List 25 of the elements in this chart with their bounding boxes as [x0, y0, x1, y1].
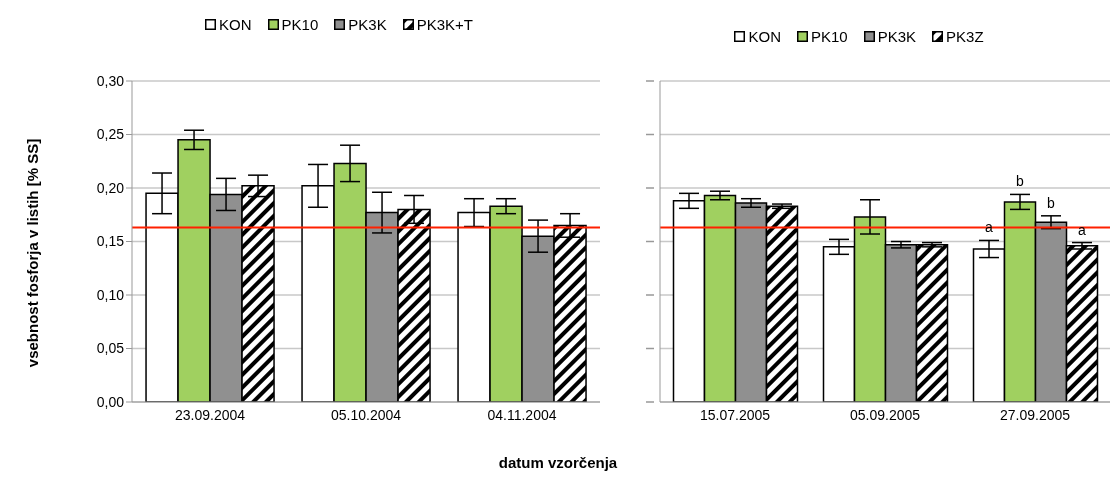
x-tick-label: 05.10.2004	[330, 406, 402, 423]
y-tick-label: 0,30	[96, 72, 125, 89]
x-tick-label: 27.09.2005	[999, 406, 1071, 423]
legend-label: PK3K	[876, 28, 917, 45]
legend-label: KON	[218, 16, 252, 33]
x-tick-label: 15.07.2005	[699, 406, 771, 423]
y-axis-title: vsebnost fosforja v listih [% SS]	[23, 138, 41, 368]
legend-label: KON	[747, 28, 781, 45]
y-tick-label: 0,20	[96, 179, 125, 196]
legend-label: PK10	[280, 16, 319, 33]
annotation: b	[1016, 173, 1025, 190]
x-tick-label: 04.11.2004	[487, 406, 557, 423]
y-tick-label: 0,05	[96, 340, 125, 357]
legend-label: PK3K+T	[415, 16, 473, 33]
y-tick-label: 0,15	[96, 233, 125, 250]
y-tick-label: 0,00	[96, 393, 125, 410]
legend-label: PK10	[809, 28, 848, 45]
x-axis-title: datum vzorčenja	[497, 454, 619, 471]
x-tick-label: 23.09.2004	[174, 406, 246, 423]
annotation: b	[1047, 194, 1056, 211]
y-tick-label: 0,25	[96, 126, 125, 143]
legend-label: PK3K	[347, 16, 387, 33]
y-tick-label: 0,10	[96, 286, 125, 303]
legend-label: PK3Z	[945, 28, 984, 45]
x-tick-label: 05.09.2005	[849, 406, 921, 423]
